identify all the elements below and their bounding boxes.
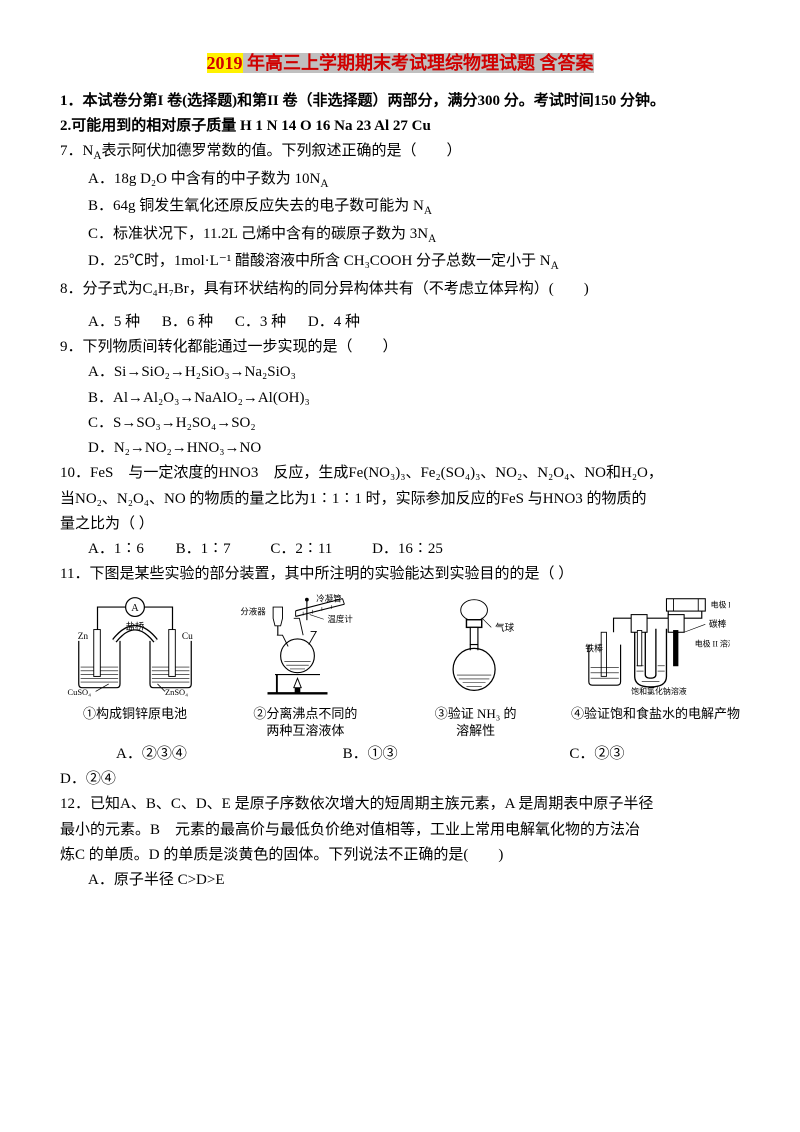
q7c-text: C．标准状况下，11.2L 己烯中含有的碳原子数为 3N <box>88 226 428 242</box>
q8-c: C．3 种 <box>235 311 286 334</box>
page-title: 2019 年高三上学期期末考试理综物理试题 含答案 <box>60 50 740 78</box>
distillation-icon: 冷凝管 温度计 分液器 <box>230 593 380 698</box>
svg-text:ZnSO₄: ZnSO₄ <box>165 687 188 697</box>
q7-stem-a: 7．N <box>60 143 93 159</box>
intro-line-2: 2.可能用到的相对原子质量 H 1 N 14 O 16 Na 23 Al 27 … <box>60 115 740 138</box>
diagram-2: 冷凝管 温度计 分液器 <box>230 593 380 739</box>
q11-b: B．①③ <box>287 743 514 766</box>
q12-a: A．原子半径 C>D>E <box>60 869 740 892</box>
diagram-1-caption: ①构成铜锌原电池 <box>60 706 210 722</box>
q7a-na: A <box>320 178 328 190</box>
q10-l2: 当NO₂、N₂O₄、NO 的物质的量之比为1∶1∶1 时，实际参加反应的FeS … <box>60 488 740 511</box>
intro-line-1: 1．本试卷分第I 卷(选择题)和第II 卷（非选择题）两部分，满分300 分。考… <box>60 90 740 113</box>
svg-text:盐桥: 盐桥 <box>126 620 145 632</box>
diagram-1: A 盐桥 Zn Cu CuSO₄ <box>60 593 210 722</box>
q8-options: A．5 种 B．6 种 C．3 种 D．4 种 <box>60 311 740 334</box>
title-rest: 年高三上学期期末考试理综物理试题 含答案 <box>243 53 594 73</box>
q9-d: D．N₂→NO₂→HNO₃→NO <box>60 437 740 460</box>
svg-text:A: A <box>131 602 139 613</box>
q10-a: A．1∶6 <box>88 538 144 561</box>
q10-options: A．1∶6 B．1∶7 C．2∶11 D．16∶25 <box>60 538 740 561</box>
svg-text:饱和氯化钠溶液: 饱和氯化钠溶液 <box>632 686 688 696</box>
q7b-text: B．64g 铜发生氧化还原反应失去的电子数可能为 N <box>88 198 424 214</box>
q7b-na: A <box>424 205 432 217</box>
q7-opt-c: C．标准状况下，11.2L 己烯中含有的碳原子数为 3NA <box>60 223 740 248</box>
q8-d: D．4 种 <box>308 311 360 334</box>
q7a-text: A．18g D₂O 中含有的中子数为 10N <box>88 171 320 187</box>
q7-opt-d: D．25℃时，1mol·L⁻¹ 醋酸溶液中所含 CH₃COOH 分子总数一定小于… <box>60 250 740 275</box>
q7-stem: 7．NA表示阿伏加德罗常数的值。下列叙述正确的是（ ） <box>60 140 740 165</box>
nh3-flask-icon: 气球 <box>401 593 551 698</box>
q9-stem: 9．下列物质间转化都能通过一步实现的是（ ） <box>60 336 740 359</box>
diagram-2-caption-2: 两种互溶液体 <box>230 723 380 739</box>
svg-text:CuSO₄: CuSO₄ <box>68 687 92 697</box>
q7d-text: D．25℃时，1mol·L⁻¹ 醋酸溶液中所含 CH₃COOH 分子总数一定小于… <box>88 253 551 269</box>
svg-text:Zn: Zn <box>78 632 89 642</box>
diagram-3-caption-2: 溶解性 <box>401 723 551 739</box>
q11-diagrams: A 盐桥 Zn Cu CuSO₄ <box>60 593 740 739</box>
svg-text:分液器: 分液器 <box>241 606 267 616</box>
q9-c: C．S→SO₃→H₂SO₄→SO₂ <box>60 412 740 435</box>
q8-stem: 8．分子式为C₄H₇Br，具有环状结构的同分异构体共有（不考虑立体异构）( ) <box>60 278 740 301</box>
q8-b: B．6 种 <box>162 311 213 334</box>
svg-text:温度计: 温度计 <box>328 614 354 624</box>
q7c-na: A <box>428 233 436 245</box>
diagram-2-caption-1: ②分离沸点不同的 <box>230 706 380 722</box>
q10-l3: 量之比为（ ） <box>60 513 740 536</box>
title-year: 2019 <box>207 53 243 73</box>
svg-text:电极 I: 电极 I <box>711 599 730 609</box>
diagram-4: 电极 I 碳棒 铁棒 电极 II 溶液 <box>571 593 740 722</box>
electrolysis-icon: 电极 I 碳棒 铁棒 电极 II 溶液 <box>580 593 730 698</box>
diagram-3: 气球 ③验证 NH₃ 的 溶解性 <box>401 593 551 739</box>
q7-stem-b: 表示阿伏加德罗常数的值。下列叙述正确的是（ ） <box>101 143 461 159</box>
q12-l3: 炼C 的单质。D 的单质是淡黄色的固体。下列说法不正确的是( ) <box>60 844 740 867</box>
svg-text:铁棒: 铁棒 <box>586 642 604 653</box>
svg-text:电极 II 溶液: 电极 II 溶液 <box>695 638 730 648</box>
q8-a: A．5 种 <box>88 311 140 334</box>
q7-opt-a: A．18g D₂O 中含有的中子数为 10NA <box>60 168 740 193</box>
galvanic-cell-icon: A 盐桥 Zn Cu CuSO₄ <box>60 593 210 698</box>
q11-d: D．②④ <box>60 768 740 791</box>
q12-l2: 最小的元素。B 元素的最高价与最低负价绝对值相等，工业上常用电解氧化物的方法冶 <box>60 819 740 842</box>
q11-stem: 11．下图是某些实验的部分装置，其中所注明的实验能达到实验目的的是（ ） <box>60 563 740 586</box>
q11-a: A．②③④ <box>60 743 287 766</box>
q11-options: A．②③④ B．①③ C．②③ <box>60 743 740 766</box>
q9-b: B．Al→Al₂O₃→NaAlO₂→Al(OH)₃ <box>60 387 740 410</box>
q9-a: A．Si→SiO₂→H₂SiO₃→Na₂SiO₃ <box>60 361 740 384</box>
svg-text:碳棒: 碳棒 <box>709 618 727 629</box>
q7d-na: A <box>551 260 559 272</box>
q11-c: C．②③ <box>513 743 740 766</box>
diagram-3-caption-1: ③验证 NH₃ 的 <box>401 706 551 722</box>
q10-c: C．2∶11 <box>270 538 332 561</box>
q10-l1: 10．FeS 与一定浓度的HNO3 反应，生成Fe(NO₃)₃、Fe₂(SO₄)… <box>60 462 740 485</box>
q10-b: B．1∶7 <box>176 538 231 561</box>
svg-text:Cu: Cu <box>182 632 193 642</box>
q10-d: D．16∶25 <box>372 538 443 561</box>
q12-l1: 12．已知A、B、C、D、E 是原子序数依次增大的短周期主族元素，A 是周期表中… <box>60 793 740 816</box>
diagram-4-caption: ④验证饱和食盐水的电解产物 <box>571 706 740 722</box>
svg-text:气球: 气球 <box>495 622 515 634</box>
q7-opt-b: B．64g 铜发生氧化还原反应失去的电子数可能为 NA <box>60 195 740 220</box>
